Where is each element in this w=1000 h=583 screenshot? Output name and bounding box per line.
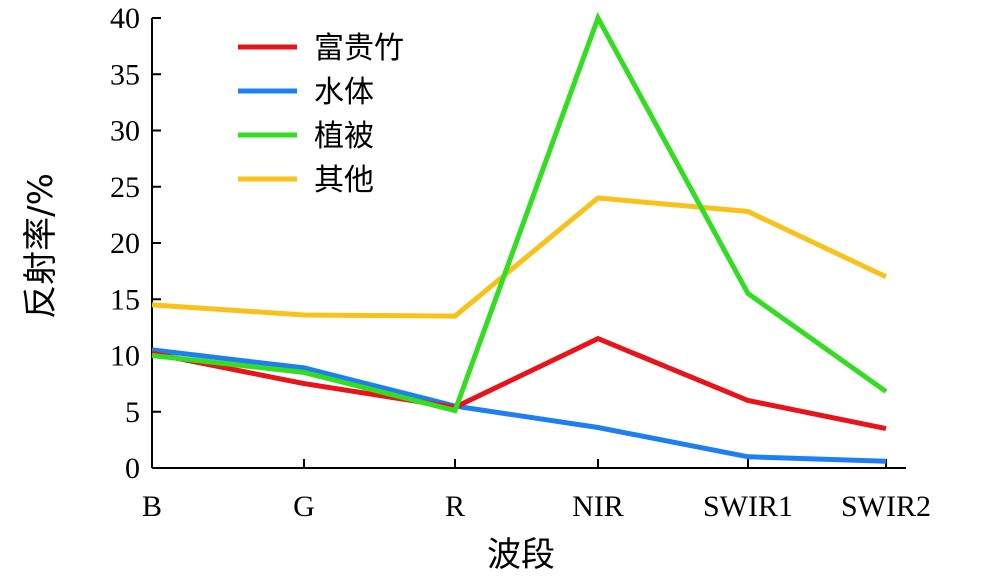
legend-label: 水体	[314, 75, 374, 110]
x-tick-label: G	[293, 490, 315, 523]
x-tick-label: SWIR1	[703, 490, 793, 523]
x-tick-label: NIR	[572, 490, 624, 523]
legend-label: 其他	[314, 163, 374, 198]
x-tick-label: SWIR2	[841, 490, 931, 523]
y-tick-label: 20	[110, 227, 140, 260]
axes	[151, 18, 906, 469]
series-line	[151, 335, 887, 432]
legend-label: 富贵竹	[314, 31, 404, 66]
x-axis-title: 波段	[487, 535, 555, 575]
series-line	[151, 347, 887, 464]
y-tick-label: 35	[110, 58, 140, 91]
y-axis-title: 反射率/%	[21, 173, 61, 319]
y-ticks: 0 5 10 15 20 25 30 35 40	[110, 2, 161, 485]
x-tick-label: B	[142, 490, 162, 523]
y-tick-label: 30	[110, 115, 140, 148]
y-tick-label: 5	[125, 396, 140, 429]
series-line	[151, 11, 888, 414]
x-ticks: B G R NIR SWIR1 SWIR2	[142, 459, 931, 523]
x-tick-label: R	[445, 490, 465, 523]
y-tick-label: 25	[110, 171, 140, 204]
y-tick-label: 40	[110, 2, 140, 35]
legend-label: 植被	[314, 119, 374, 154]
series-lines	[151, 11, 888, 464]
y-tick-label: 0	[125, 452, 140, 485]
series-line	[151, 195, 888, 319]
y-tick-label: 10	[110, 340, 140, 373]
y-tick-label: 15	[110, 283, 140, 316]
